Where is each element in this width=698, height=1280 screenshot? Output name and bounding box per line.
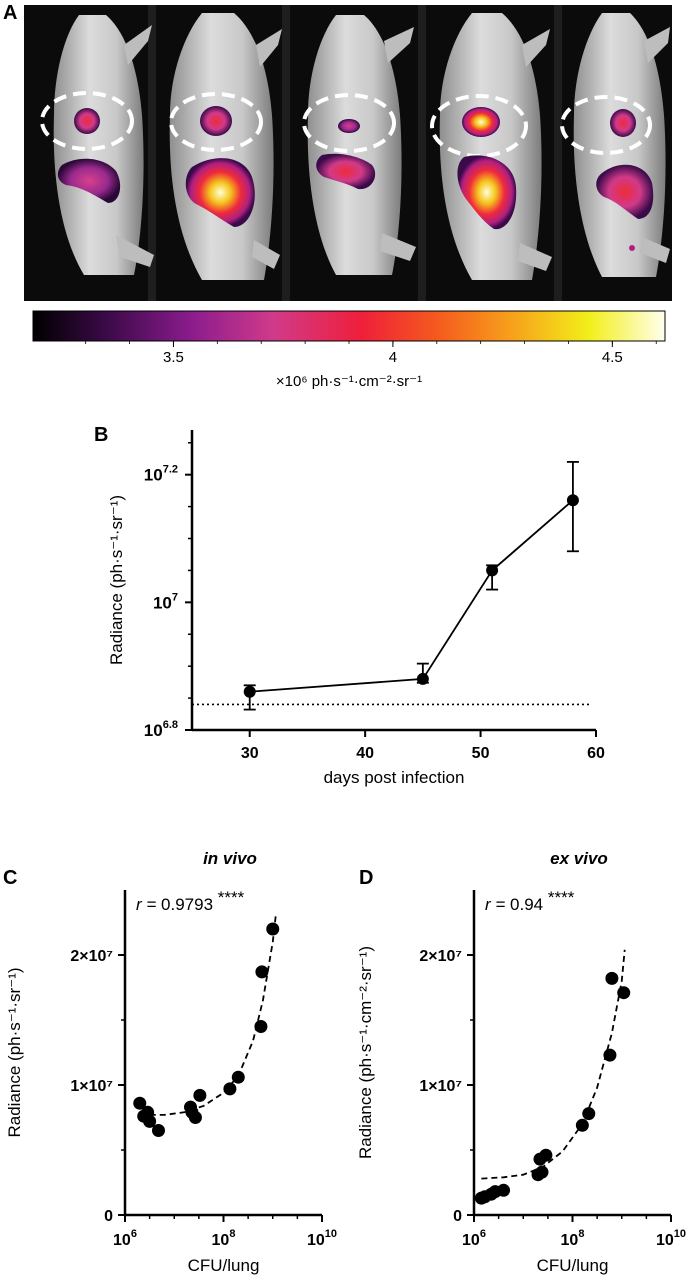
bioluminescence-photo bbox=[24, 5, 672, 301]
data-point bbox=[254, 1020, 268, 1033]
y-tick-label: 0 bbox=[453, 1208, 462, 1225]
r-annotation: r = 0.9793 **** bbox=[136, 888, 245, 914]
data-point bbox=[193, 1088, 207, 1102]
panel-letter-a: A bbox=[3, 2, 18, 24]
y-tick-label: 2×10⁷ bbox=[70, 948, 113, 965]
data-point bbox=[582, 1107, 596, 1121]
x-axis-label: CFU/lung bbox=[537, 1256, 609, 1275]
data-point bbox=[188, 1111, 202, 1124]
x-tick-label: 50 bbox=[472, 745, 490, 762]
x-tick-label: 108 bbox=[561, 1228, 585, 1249]
y-tick-label: 107.2 bbox=[144, 464, 178, 485]
y-axis-label: Radiance (ph·s⁻¹·sr⁻¹) bbox=[5, 967, 24, 1137]
y-tick-label: 107 bbox=[153, 591, 178, 612]
mouse-3 bbox=[302, 15, 416, 275]
y-tick-label: 0 bbox=[104, 1208, 113, 1225]
mouse-2 bbox=[169, 13, 282, 280]
x-tick-label: 106 bbox=[462, 1228, 486, 1249]
data-point bbox=[266, 922, 280, 936]
x-tick-label: 106 bbox=[113, 1228, 137, 1249]
y-axis-label: Radiance (ph·s⁻¹·cm⁻²·sr⁻¹) bbox=[356, 946, 375, 1159]
x-axis-label: CFU/lung bbox=[188, 1256, 260, 1275]
data-point bbox=[603, 1048, 617, 1062]
data-point bbox=[243, 685, 256, 698]
r-annotation: r = 0.94 **** bbox=[485, 888, 575, 914]
fit-curve bbox=[481, 949, 626, 1180]
x-tick-label: 108 bbox=[212, 1228, 236, 1249]
data-point bbox=[416, 672, 429, 685]
mouse-4 bbox=[430, 13, 552, 280]
data-point bbox=[223, 1082, 237, 1096]
mouse-5 bbox=[560, 13, 670, 277]
x-tick-label: 40 bbox=[356, 745, 374, 762]
colorbar-tick-label: 4 bbox=[389, 349, 397, 366]
y-tick-label: 1×10⁷ bbox=[419, 1078, 462, 1095]
x-tick-label: 30 bbox=[241, 745, 259, 762]
x-tick-label: 1010 bbox=[656, 1228, 686, 1249]
y-tick-label: 2×10⁷ bbox=[419, 948, 462, 965]
colorbar-label: ×10⁶ ph·s⁻¹·cm⁻²·sr⁻¹ bbox=[276, 373, 422, 390]
panel-letter-c: C bbox=[3, 867, 18, 889]
data-point bbox=[255, 965, 269, 979]
fit-curve bbox=[139, 915, 277, 1116]
chart-title: ex vivo bbox=[550, 849, 608, 868]
panel-letter-b: B bbox=[94, 424, 109, 446]
x-tick-label: 1010 bbox=[307, 1228, 337, 1249]
data-point bbox=[231, 1070, 245, 1084]
mouse-1 bbox=[40, 15, 154, 275]
data-point bbox=[605, 971, 619, 985]
x-tick-label: 60 bbox=[587, 745, 605, 762]
colorbar-tick-label: 4.5 bbox=[602, 349, 623, 366]
chart-d: ex vivo 106 108 1010 0 1×10⁷ 2×10⁷ CFU/lung Radi… bbox=[356, 849, 686, 1275]
data-point bbox=[497, 1183, 511, 1197]
colorbar: 3.5 4 4.5 ×10⁶ ph·s⁻¹·cm⁻²·sr⁻¹ bbox=[32, 310, 666, 390]
data-point bbox=[486, 564, 499, 577]
y-tick-label: 106.8 bbox=[144, 719, 178, 740]
colorbar-tick-label: 3.5 bbox=[163, 349, 184, 366]
data-point bbox=[617, 986, 631, 1000]
chart-title: in vivo bbox=[203, 849, 257, 868]
data-point bbox=[133, 1096, 147, 1110]
y-tick-label: 1×10⁷ bbox=[70, 1078, 113, 1095]
chart-b: 30 40 50 60 106.8 107 107.2 days post infection… bbox=[107, 430, 605, 787]
y-axis-label: Radiance (ph·s⁻¹·sr⁻¹) bbox=[107, 495, 126, 665]
data-point bbox=[539, 1148, 553, 1162]
panel-letter-d: D bbox=[359, 867, 374, 889]
data-point bbox=[566, 494, 579, 507]
data-point bbox=[151, 1124, 165, 1137]
mice-image bbox=[40, 5, 670, 301]
data-point bbox=[535, 1165, 549, 1179]
series-line bbox=[249, 499, 574, 693]
data-point bbox=[575, 1118, 589, 1132]
chart-c: in vivo 106 108 1010 0 1×10⁷ 2×10⁷ CFU/lung Radi… bbox=[5, 849, 337, 1275]
data-point bbox=[143, 1114, 157, 1128]
x-axis-label: days post infection bbox=[324, 768, 465, 787]
